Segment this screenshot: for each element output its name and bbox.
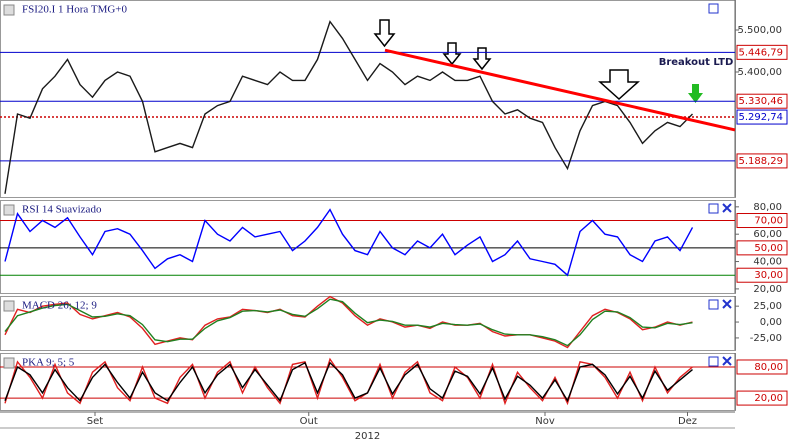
level-box — [736, 240, 788, 256]
y-tick-label: 80,00 — [753, 202, 782, 213]
level-box — [736, 390, 788, 406]
y-tick-label: 25,00 — [753, 301, 782, 312]
panel-title: PKA 9; 5; 5 — [22, 357, 75, 369]
maximize-button[interactable] — [708, 356, 719, 367]
series-line — [4, 208, 694, 277]
level-label: 5.446,79 — [738, 47, 783, 58]
maximize-button[interactable] — [708, 203, 719, 214]
level-label: 80,00 — [754, 362, 783, 373]
level-label: 5.292,74 — [738, 112, 783, 123]
y-tick-label: -25,00 — [750, 333, 782, 344]
x-tick-label: Out — [300, 416, 318, 427]
panel-icon — [3, 4, 15, 16]
y-tick-label: 40,00 — [753, 257, 782, 268]
y-tick-label: 20,00 — [753, 284, 782, 295]
green-arrow — [688, 84, 703, 103]
level-box — [736, 93, 788, 109]
arrows — [373, 19, 640, 101]
annotation: Breakout LTD — [659, 57, 734, 68]
panel-icon — [3, 204, 15, 216]
down-arrow — [442, 42, 462, 66]
level-label: 5.188,29 — [738, 156, 783, 167]
level-label: 50,00 — [754, 243, 783, 254]
level-box — [736, 109, 788, 125]
series-line — [4, 298, 693, 347]
close-button[interactable] — [722, 356, 732, 366]
trend-line — [384, 48, 736, 132]
panel-icon — [3, 300, 15, 312]
y-tick-label: 60,00 — [753, 229, 782, 240]
close-button[interactable] — [722, 299, 732, 309]
close-button[interactable] — [722, 203, 732, 213]
down-arrow — [472, 47, 492, 71]
down-arrow — [598, 69, 640, 101]
series-line — [4, 20, 693, 194]
panel-icon — [3, 357, 15, 369]
level-label: 5.330,46 — [738, 96, 783, 107]
level-box — [736, 44, 788, 60]
x-tick-label: Dez — [678, 416, 697, 427]
series-line — [4, 361, 693, 403]
level-box — [736, 267, 788, 283]
level-label: 20,00 — [754, 393, 783, 404]
y-tick-label: 0,00 — [760, 317, 782, 328]
panel-title: MACD 26; 12; 9 — [22, 300, 97, 312]
level-box — [736, 153, 788, 169]
maximize-button[interactable] — [708, 3, 719, 14]
y-tick-label: 5.400,00 — [737, 67, 782, 78]
level-label: 30,00 — [754, 270, 783, 281]
panel-title: FSI20.I 1 Hora TMG+0 — [22, 4, 127, 16]
panel-title: RSI 14 Suavizado — [22, 204, 102, 216]
level-box — [736, 213, 788, 229]
level-label: 70,00 — [754, 216, 783, 227]
series-line — [4, 295, 693, 349]
x-tick-label: Nov — [535, 416, 555, 427]
maximize-button[interactable] — [708, 299, 719, 310]
series-line — [4, 357, 693, 406]
y-tick-label: 5.500,00 — [737, 25, 782, 36]
x-tick-label: Set — [87, 416, 104, 427]
level-box — [736, 359, 788, 375]
down-arrow — [373, 19, 396, 48]
x-axis-label: 2012 — [355, 431, 380, 442]
